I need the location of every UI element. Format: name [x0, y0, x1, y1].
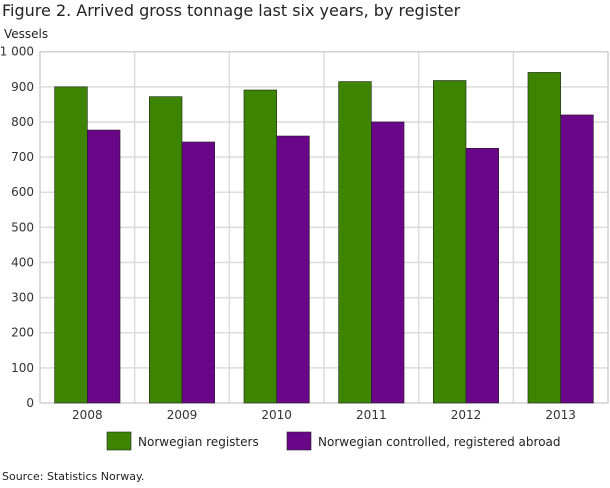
y-tick-label: 400 [11, 255, 34, 269]
bar-norwegian-1-2010 [276, 135, 310, 404]
bar-norwegian-1-2011 [371, 121, 405, 404]
bar-norwegian-0-2012 [432, 80, 467, 404]
bar-norwegian-0-2008 [54, 86, 88, 404]
source-note: Source: Statistics Norway. [2, 470, 145, 483]
bar-norwegian-1-2009 [181, 141, 216, 404]
bar-norwegian-0-2010 [243, 89, 277, 404]
plot-border [39, 51, 609, 404]
y-tick-label: 700 [11, 150, 34, 164]
y-tick-label: 500 [11, 220, 34, 234]
bar-norwegian-1-2013 [560, 114, 594, 404]
legend-swatch [106, 431, 132, 451]
y-tick-label: 900 [11, 80, 34, 94]
bar-norwegian-0-2013 [527, 72, 561, 404]
y-axis-label: Vessels [4, 27, 48, 41]
x-tick-label: 2011 [356, 408, 387, 422]
bar-norwegian-0-2011 [338, 81, 372, 404]
legend-label: Norwegian controlled, registered abroad [318, 435, 561, 449]
bar-norwegian-0-2009 [149, 96, 183, 404]
y-tick-label: 100 [11, 361, 34, 375]
x-tick-label: 2009 [167, 408, 198, 422]
x-tick-label: 2008 [72, 408, 103, 422]
legend-swatch [286, 431, 312, 451]
y-tick-label: 800 [11, 115, 34, 129]
chart-title: Figure 2. Arrived gross tonnage last six… [2, 1, 461, 20]
x-tick-label: 2013 [545, 408, 576, 422]
x-tick-label: 2012 [451, 408, 482, 422]
y-tick-label: 300 [11, 291, 34, 305]
y-tick-label: 0 [26, 396, 34, 410]
y-tick-label: 1 000 [0, 45, 34, 59]
bar-norwegian-1-2008 [87, 129, 121, 404]
y-tick-label: 600 [11, 185, 34, 199]
legend-label: Norwegian registers [138, 435, 259, 449]
x-tick-label: 2010 [261, 408, 292, 422]
bar-norwegian-1-2012 [465, 148, 500, 404]
y-tick-label: 200 [11, 326, 34, 340]
